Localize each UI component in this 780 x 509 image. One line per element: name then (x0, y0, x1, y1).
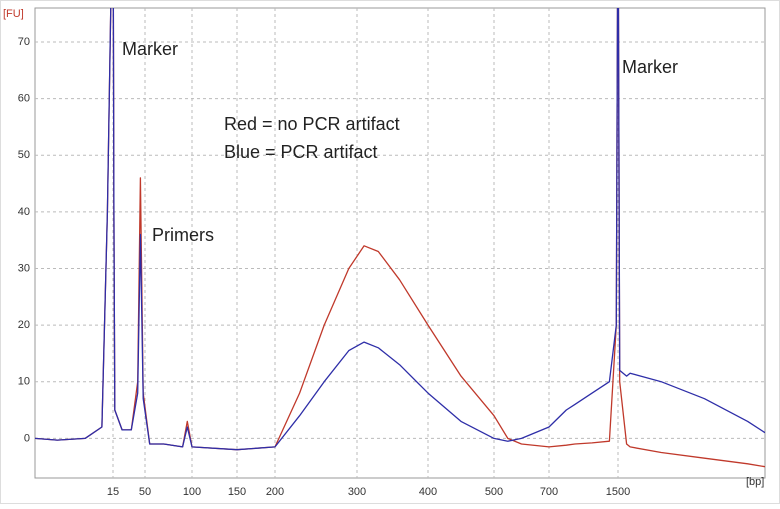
y-tick-label: 30 (18, 262, 30, 274)
x-tick-label: 15 (107, 486, 119, 498)
annotation: Marker (622, 57, 678, 77)
x-tick-label: 100 (183, 486, 201, 498)
x-tick-label: 700 (540, 486, 558, 498)
series-line (35, 8, 765, 451)
x-tick-label: 1500 (606, 486, 630, 498)
y-tick-label: 10 (18, 376, 30, 388)
annotation: Marker (122, 39, 178, 59)
annotation: Blue = PCR artifact (224, 142, 378, 162)
x-tick-label: 150 (228, 486, 246, 498)
y-axis-label: [FU] (3, 8, 24, 20)
plot-area (34, 7, 766, 479)
x-tick-label: 300 (348, 486, 366, 498)
x-tick-label: 200 (266, 486, 284, 498)
y-tick-label: 60 (18, 93, 30, 105)
y-tick-label: 70 (18, 36, 30, 48)
x-tick-label: 50 (139, 486, 151, 498)
y-tick-label: 40 (18, 206, 30, 218)
annotation: Primers (152, 225, 214, 245)
annotation: Red = no PCR artifact (224, 114, 400, 134)
y-tick-label: 0 (24, 432, 30, 444)
y-tick-label: 50 (18, 149, 30, 161)
y-tick-label: 20 (18, 319, 30, 331)
x-tick-label: 500 (485, 486, 503, 498)
x-tick-label: 400 (419, 486, 437, 498)
x-axis-label: [bp] (746, 476, 764, 488)
